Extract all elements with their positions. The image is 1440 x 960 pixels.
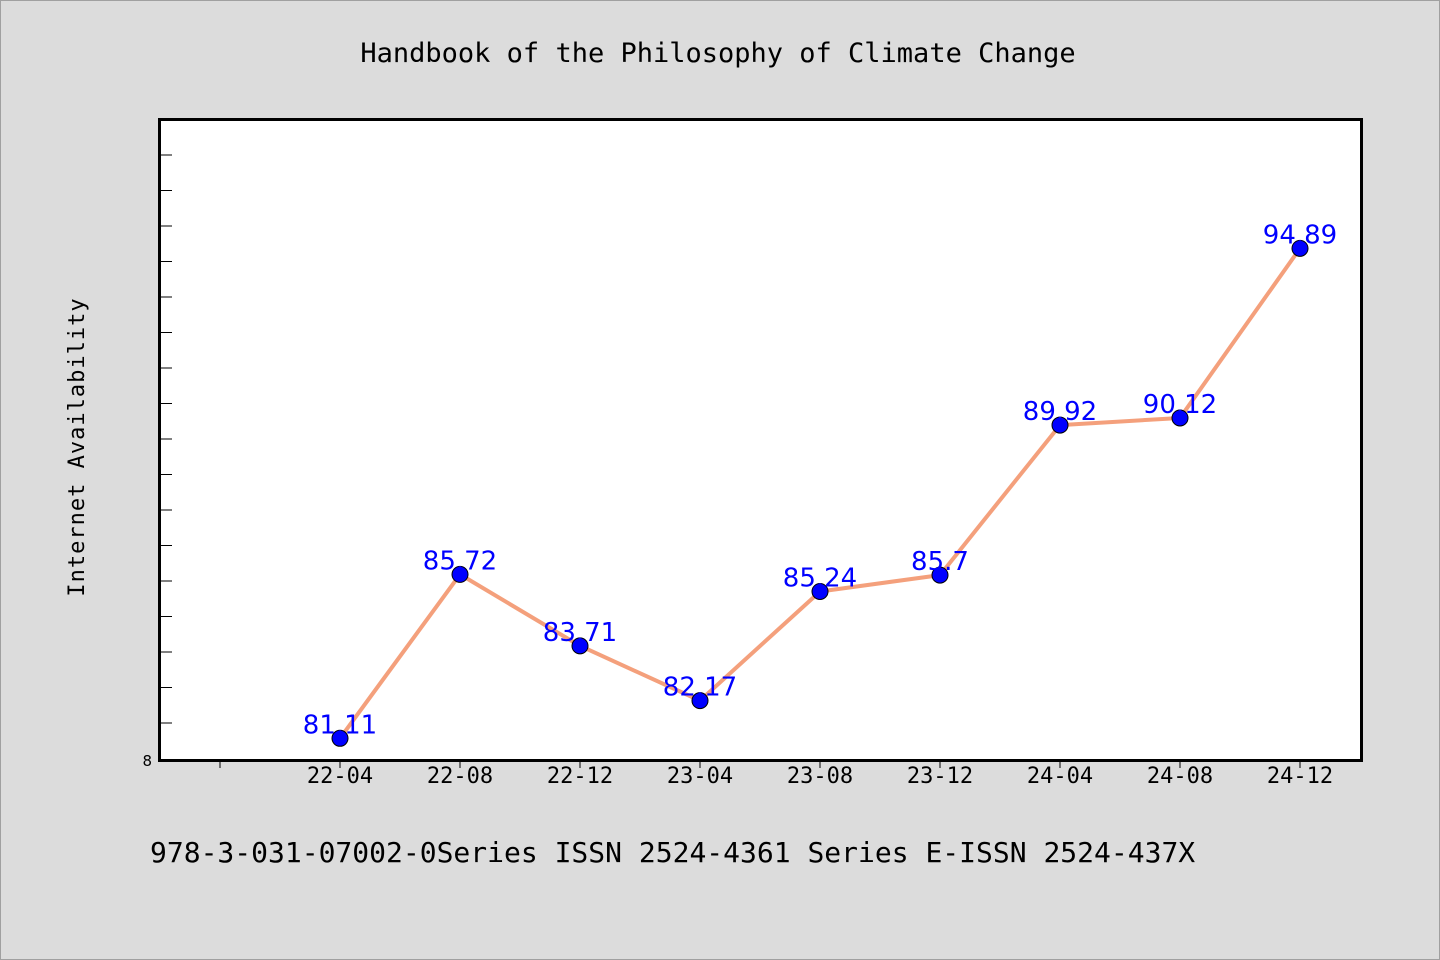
data-point [1291, 239, 1309, 257]
chart-title: Handbook of the Philosophy of Climate Ch… [360, 38, 1075, 69]
x-tick-label: 22-08 [427, 764, 493, 789]
data-point [811, 582, 829, 600]
x-axis-ticks: 22-04 22-08 22-12 23-04 23-08 23-12 24-04 24-08… [219, 760, 1333, 789]
data-label: 90.12 [1143, 390, 1217, 420]
y-axis-ticks [160, 154, 172, 724]
data-point [691, 692, 709, 710]
x-tick-label: 23-08 [787, 764, 853, 789]
x-tick-label: 24-04 [1027, 764, 1093, 789]
x-tick-label: 22-04 [307, 764, 373, 789]
x-tick-label: 24-12 [1267, 764, 1333, 789]
data-point [1051, 416, 1069, 434]
x-tick-label: 22-12 [547, 764, 613, 789]
y-tick-label: 8 [142, 752, 152, 770]
data-label: 83.71 [543, 618, 617, 648]
data-point [571, 637, 589, 655]
data-label: 85.72 [423, 546, 497, 576]
footer-text: 978-3-031-07002-0Series ISSN 2524-4361 S… [150, 836, 1195, 869]
x-tick-label: 24-08 [1147, 764, 1213, 789]
plot-area [158, 118, 1363, 762]
data-point [1171, 409, 1189, 427]
x-tick-label: 23-04 [667, 764, 733, 789]
data-label: 85.24 [783, 563, 857, 593]
data-point [331, 729, 349, 747]
data-label: 94.89 [1263, 220, 1337, 250]
data-label: 82.17 [663, 673, 737, 703]
data-label: 89.92 [1023, 397, 1097, 427]
x-tick-label: 23-12 [907, 764, 973, 789]
data-point [451, 565, 469, 583]
series-group: 81.11 85.72 83.71 82.17 85.24 85.7 89.92 90.12 9… [303, 220, 1337, 747]
data-label: 81.11 [303, 710, 377, 740]
data-label: 85.7 [911, 547, 969, 577]
data-point [931, 566, 949, 584]
y-axis-label: Internet Availability [65, 297, 90, 596]
